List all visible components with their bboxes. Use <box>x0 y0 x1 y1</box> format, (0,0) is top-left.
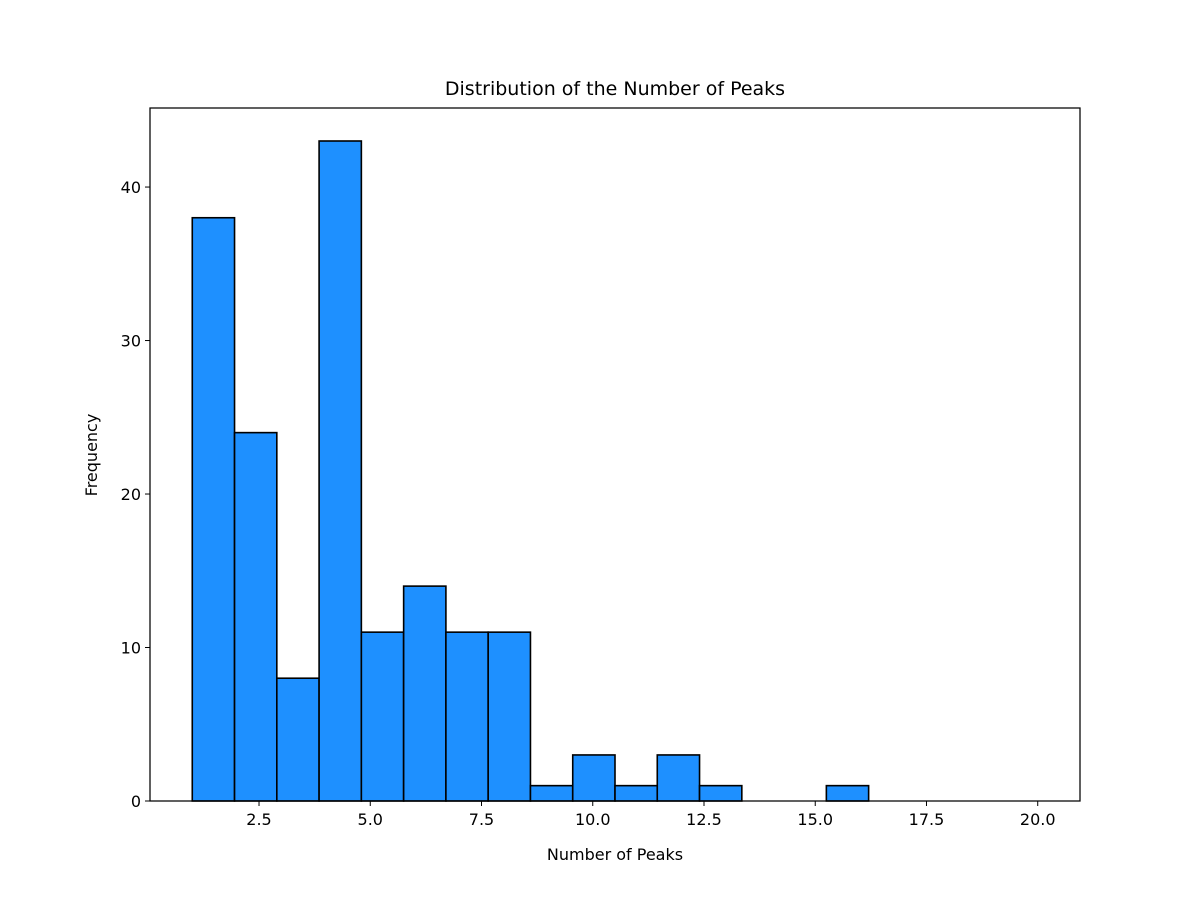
x-tick-label: 7.5 <box>469 810 494 829</box>
bars-layer <box>191 140 870 802</box>
x-tick-label: 20.0 <box>1020 810 1056 829</box>
histogram-bar <box>529 784 574 802</box>
x-tick-label: 15.0 <box>797 810 833 829</box>
histogram-bar <box>825 784 870 802</box>
histogram-bar <box>487 631 532 802</box>
histogram-bar <box>698 784 743 802</box>
plot-frame <box>149 107 1081 802</box>
histogram-bar <box>276 677 320 802</box>
histogram-bar <box>233 431 278 802</box>
histogram-bar <box>402 585 447 802</box>
y-tick-label: 40 <box>121 178 141 197</box>
histogram-bar <box>656 754 701 802</box>
y-tick-label: 0 <box>131 792 141 811</box>
axes-layer: 2.5 5.0 7.5 10.0 12.5 15.0 17.5 20.0 0 10 20 30 40 <box>121 178 1056 829</box>
histogram-bar <box>191 216 236 802</box>
x-tick-label: 5.0 <box>358 810 383 829</box>
x-tick-label: 2.5 <box>246 810 271 829</box>
y-tick-label: 30 <box>121 332 141 351</box>
y-tick-label: 20 <box>121 485 141 504</box>
x-tick-label: 10.0 <box>575 810 611 829</box>
y-tick-label: 10 <box>121 639 141 658</box>
histogram-bar <box>614 784 659 802</box>
histogram-bar <box>445 631 489 802</box>
chart-title: Distribution of the Number of Peaks <box>445 78 785 100</box>
x-tick-label: 12.5 <box>686 810 722 829</box>
histogram-bar <box>318 140 363 802</box>
y-axis-label: Frequency <box>82 414 101 497</box>
x-tick-label: 17.5 <box>909 810 945 829</box>
histogram-bar <box>360 631 405 802</box>
histogram-bar <box>571 754 616 802</box>
x-axis-label: Number of Peaks <box>547 845 683 864</box>
